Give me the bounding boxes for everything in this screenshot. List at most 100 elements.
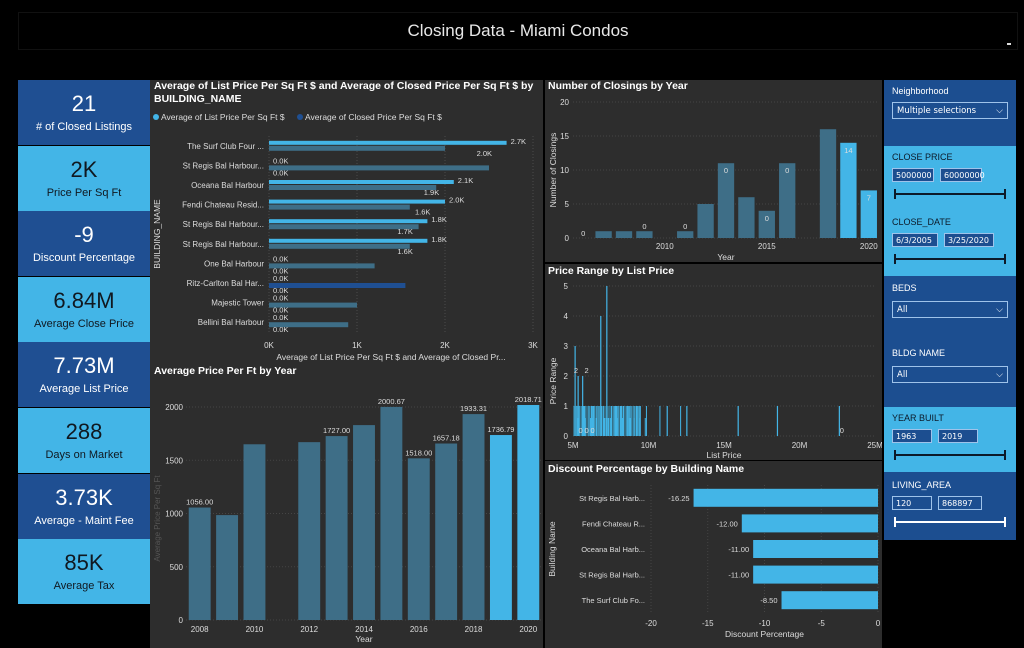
slider-handle-max[interactable] [1004, 450, 1006, 460]
close-price-max-input[interactable]: 60000000 [940, 168, 985, 182]
data-label: 1.9K [424, 188, 439, 197]
y-tick-label: 1 [564, 402, 569, 411]
kpi-value: 2K [70, 156, 98, 182]
panel-closings-by-year[interactable]: Number of Closings by Year 0 5 10 15 20 0 0 0 0 0… [545, 80, 882, 262]
chart-avg-price-per-ft-by-year[interactable]: 0 500 1000 1500 2000 1056.00 1727.00 2000.67 151… [150, 363, 543, 648]
chart-discount-by-building[interactable]: -20 -15 -10 -5 0 St Regis Bal Harb... -16.25 Fe… [545, 461, 882, 648]
beds-dropdown[interactable]: All ⌵ [892, 301, 1008, 318]
bar [600, 406, 602, 436]
close-date-start-input[interactable]: 6/3/2005 [892, 233, 938, 247]
data-label: 2.0K [449, 196, 464, 205]
slider-handle-max[interactable] [1004, 189, 1006, 199]
bar [616, 418, 618, 436]
data-label: -16.25 [668, 494, 689, 503]
slider-handle-max[interactable] [1004, 254, 1006, 264]
panel-price-per-sqft-by-building[interactable]: Average of List Price Per Sq Ft $ and Av… [150, 80, 543, 363]
data-label: 2.1K [458, 176, 473, 185]
close-date-end-input[interactable]: 3/25/2020 [944, 233, 994, 247]
data-label: 2 [574, 366, 578, 375]
data-label: 1727.00 [323, 426, 350, 435]
kpi-card[interactable]: 3.73K Average - Maint Fee [18, 473, 150, 539]
dropdown-value: Multiple selections [897, 105, 977, 116]
data-label: 1.8K [431, 215, 446, 224]
bar [593, 406, 595, 436]
bar [216, 515, 239, 620]
y-tick-label: 0 [565, 234, 570, 243]
filter-year-built: YEAR BUILT 1963 2019 [884, 407, 1016, 472]
x-tick-label: 2010 [246, 625, 264, 634]
bar [435, 443, 458, 620]
panel-price-range-by-list-price[interactable]: Price Range by List Price 0 1 2 3 4 5 2 2 0 0 0 0 5M… [545, 264, 882, 460]
x-axis-label: Discount Percentage [725, 629, 804, 639]
bar [583, 406, 585, 436]
kpi-card[interactable]: 288 Days on Market [18, 408, 150, 473]
close-price-slider[interactable] [892, 189, 1008, 199]
living-area-slider[interactable] [892, 517, 1008, 527]
kpi-card[interactable]: 85K Average Tax [18, 539, 150, 605]
slider-handle-min[interactable] [894, 450, 896, 460]
panel-avg-price-per-ft-by-year[interactable]: Average Price Per Ft by Year 0 500 1000 150… [150, 363, 543, 648]
bar [779, 163, 796, 238]
data-label: 0 [840, 426, 844, 435]
kpi-card[interactable]: 2K Price Per Sq Ft [18, 145, 150, 211]
bar [644, 418, 646, 436]
close-price-min-input[interactable]: 5000000 [892, 168, 934, 182]
title-ellipsis-icon[interactable] [1007, 43, 1011, 45]
slider-handle-min[interactable] [894, 517, 896, 527]
y-tick-label: 1000 [165, 510, 183, 519]
data-label: 1.7K [397, 227, 412, 236]
slider-handle-max[interactable] [1004, 517, 1006, 527]
bar [577, 376, 579, 436]
data-label: 0 [683, 222, 687, 231]
bar [610, 418, 612, 436]
bar [608, 418, 610, 436]
chart-title: Discount Percentage by Building Name [548, 463, 745, 475]
bar [489, 435, 512, 620]
neighborhood-dropdown[interactable]: Multiple selections ⌵ [892, 102, 1008, 119]
living-area-min-input[interactable]: 120 [892, 496, 932, 510]
kpi-label: Discount Percentage [32, 252, 136, 265]
data-label: 1518.00 [405, 448, 432, 457]
category-label: Fendi Chateau Resid... [182, 201, 264, 210]
data-label: 0 [765, 214, 769, 223]
panel-discount-by-building[interactable]: Discount Percentage by Building Name -20… [545, 461, 882, 648]
x-tick-label: 2014 [355, 625, 373, 634]
chevron-down-icon: ⌵ [996, 304, 1003, 315]
year-built-max-input[interactable]: 2019 [938, 429, 978, 443]
category-label: Oceana Bal Harb... [581, 545, 645, 554]
kpi-card[interactable]: 7.73M Average List Price [18, 342, 150, 408]
kpi-card[interactable]: -9 Discount Percentage [18, 211, 150, 277]
data-label: 2000.67 [378, 397, 405, 406]
bldg-name-dropdown[interactable]: All ⌵ [892, 366, 1008, 383]
data-label: 0.0K [273, 313, 288, 322]
slider-handle-min[interactable] [894, 254, 896, 264]
bar-closed-price [269, 263, 375, 269]
x-tick-label: -5 [818, 619, 826, 628]
bar [693, 488, 878, 507]
bar-closed-price [269, 243, 410, 249]
x-tick-label: 2018 [465, 625, 483, 634]
kpi-card[interactable]: 21 # of Closed Listings [18, 80, 150, 145]
chart-title: Average Price Per Ft by Year [154, 365, 297, 377]
bar [606, 286, 608, 436]
kpi-label: Average - Maint Fee [34, 514, 134, 527]
bar [298, 442, 321, 620]
close-date-slider[interactable] [892, 254, 1008, 264]
bar [605, 418, 607, 436]
category-label: Ritz-Carlton Bal Har... [187, 279, 264, 288]
year-built-slider[interactable] [892, 450, 1008, 460]
slider-handle-min[interactable] [894, 189, 896, 199]
kpi-label: Average Close Price [33, 317, 135, 330]
x-tick-label: 2K [440, 341, 450, 350]
kpi-card[interactable]: 6.84M Average Close Price [18, 276, 150, 342]
year-built-min-input[interactable]: 1963 [892, 429, 932, 443]
living-area-max-input[interactable]: 868897 [938, 496, 982, 510]
bar-closed-price [269, 283, 406, 288]
bar [659, 406, 661, 436]
bar [613, 406, 615, 436]
filter-label: BEDS [892, 283, 917, 293]
data-label: 0.0K [273, 168, 288, 177]
chart-price-per-sqft-by-building[interactable]: Average of List Price Per Sq Ft $ Average… [150, 80, 543, 363]
